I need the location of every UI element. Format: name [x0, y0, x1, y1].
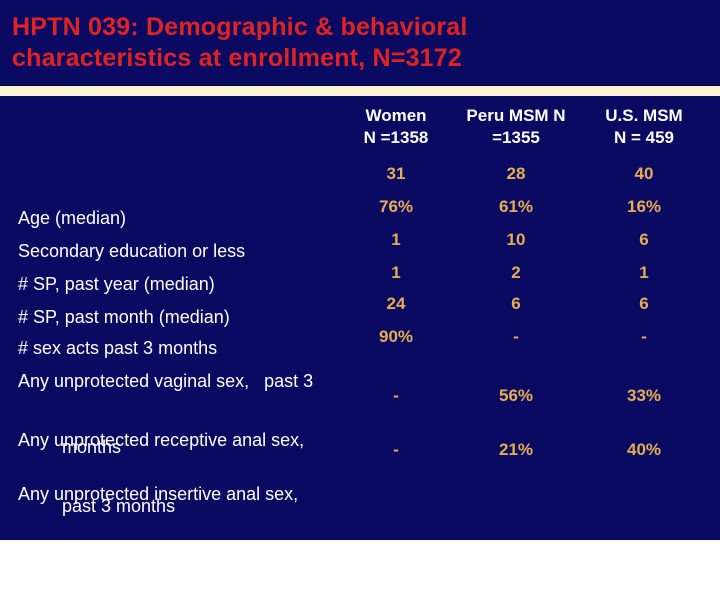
row-label-line: months — [62, 437, 122, 457]
column-header-women: Women N =1358 — [336, 105, 456, 149]
column-header-line: N =1358 — [363, 128, 429, 147]
cell-value: 40% — [626, 440, 662, 459]
row-label-line: # SP, past month (median) — [18, 307, 230, 327]
cell-value: - — [393, 440, 399, 459]
row-label: Age (median) — [18, 163, 336, 273]
row-label-line: Secondary education or less — [18, 241, 246, 261]
column-header-peru-msm: Peru MSM N =1355 — [456, 105, 576, 149]
cell-value: 31 — [386, 164, 406, 183]
row-label: Any unprotected receptive anal sex, past… — [18, 385, 336, 561]
cell-value: 6 — [639, 230, 649, 249]
row-label: # SP, past month (median) — [18, 262, 336, 372]
cell-value: 2 — [511, 263, 521, 282]
cell-value: 21% — [498, 440, 534, 459]
row-label-line: Any unprotected vaginal sex, past 3 — [18, 371, 314, 391]
row-label-line: past 3 months — [62, 496, 176, 516]
cell-value: 16% — [626, 197, 662, 216]
column-header-line: Peru MSM N — [466, 106, 566, 125]
cell-value: 1 — [391, 230, 401, 249]
title-line-1: HPTN 039: Demographic & behavioral — [12, 13, 468, 41]
row-label-line: Age (median) — [18, 208, 127, 228]
cell-value: 1 — [391, 263, 401, 282]
column-header-line: U.S. MSM — [605, 106, 683, 125]
cell-value: 76% — [378, 197, 414, 216]
row-label: # sex acts past 3 months — [18, 293, 336, 403]
cell-value: 10 — [506, 230, 526, 249]
cell-value: - — [513, 327, 519, 346]
row-label-line: past 3 months — [62, 550, 176, 570]
row-label-line: # SP, past year (median) — [18, 274, 215, 294]
row-label: Secondary education or less — [18, 196, 336, 306]
row-label: Any unprotected insertive anal sex, past… — [18, 439, 336, 615]
cell-value: 40 — [634, 164, 654, 183]
slide-title: HPTN 039: Demographic & behavioral chara… — [12, 12, 710, 74]
cell-value: 90% — [378, 327, 414, 346]
cell-value: 24 — [386, 294, 406, 313]
row-label-line: # sex acts past 3 months — [18, 338, 218, 358]
divider-bar — [0, 85, 720, 96]
cell-value: 6 — [639, 294, 649, 313]
column-header-us-msm: U.S. MSM N = 459 — [584, 105, 704, 149]
cell-value: 1 — [639, 263, 649, 282]
cell-value: 28 — [506, 164, 526, 183]
row-label-line: Any unprotected insertive anal sex, — [18, 484, 299, 504]
cell-value: - — [641, 327, 647, 346]
row-label-line: Any unprotected receptive anal sex, — [18, 430, 305, 450]
cell-value: 6 — [511, 294, 521, 313]
slide: HPTN 039: Demographic & behavioral chara… — [0, 0, 720, 540]
row-label: # SP, past year (median) — [18, 229, 336, 339]
row-label: Any unprotected vaginal sex, past 3 mont… — [18, 326, 336, 502]
column-header-line: =1355 — [492, 128, 540, 147]
column-header-line: N = 459 — [613, 128, 674, 147]
cell-value: 56% — [498, 386, 534, 405]
cell-value: 33% — [626, 386, 662, 405]
cell-value: 61% — [498, 197, 534, 216]
cell-value: - — [393, 386, 399, 405]
title-line-2: characteristics at enrollment, N=3172 — [12, 44, 462, 72]
column-header-line: Women — [365, 106, 427, 125]
